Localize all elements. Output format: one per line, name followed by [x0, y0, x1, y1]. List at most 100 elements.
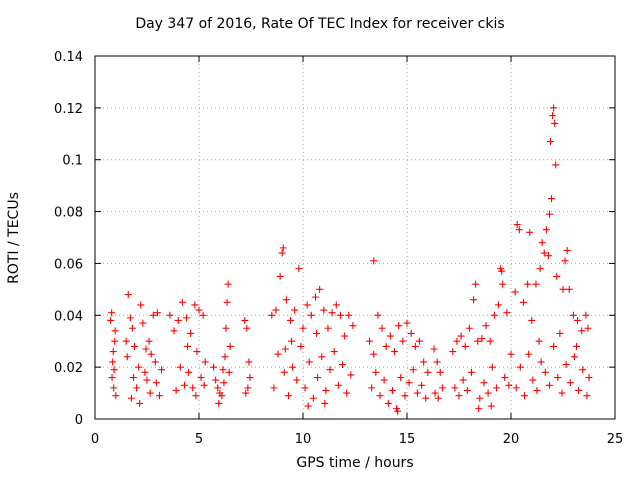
data-point — [343, 389, 351, 397]
data-point — [279, 244, 287, 252]
data-point — [370, 257, 378, 265]
data-point — [370, 350, 378, 358]
data-point — [280, 368, 288, 376]
data-point — [149, 311, 157, 319]
data-point — [184, 342, 192, 350]
y-tick-label: 0.02 — [54, 361, 83, 376]
data-point — [561, 257, 569, 265]
data-point — [515, 226, 523, 234]
data-point — [566, 379, 574, 387]
data-point — [556, 329, 564, 337]
data-point — [420, 358, 428, 366]
data-point — [368, 384, 376, 392]
data-point — [284, 392, 292, 400]
data-point — [465, 324, 473, 332]
data-point — [330, 348, 338, 356]
data-point — [314, 374, 322, 382]
data-point — [301, 384, 309, 392]
data-point — [326, 366, 334, 374]
data-point — [223, 298, 231, 306]
data-point — [282, 296, 290, 304]
data-point — [339, 361, 347, 369]
data-point — [111, 327, 119, 335]
data-point — [210, 363, 218, 371]
data-point — [542, 226, 550, 234]
data-point — [124, 291, 132, 299]
data-point — [374, 311, 382, 319]
data-point — [403, 319, 411, 327]
data-point — [347, 371, 355, 379]
data-point — [268, 311, 276, 319]
data-point — [349, 322, 357, 330]
data-point — [316, 285, 324, 293]
data-point — [547, 138, 555, 146]
data-point — [172, 386, 180, 394]
data-point — [341, 332, 349, 340]
data-point — [193, 348, 201, 356]
data-point — [135, 363, 143, 371]
data-point — [336, 311, 344, 319]
data-point — [309, 394, 317, 402]
data-point — [183, 314, 191, 322]
data-point — [295, 265, 303, 273]
data-point — [422, 394, 430, 402]
data-point — [321, 399, 329, 407]
data-point — [246, 374, 254, 382]
data-point — [139, 319, 147, 327]
data-point — [540, 249, 548, 257]
data-point — [109, 348, 117, 356]
data-point — [376, 392, 384, 400]
data-point — [585, 374, 593, 382]
data-point — [311, 293, 319, 301]
data-point — [413, 389, 421, 397]
data-point — [178, 298, 186, 306]
data-point — [380, 376, 388, 384]
data-point — [582, 311, 590, 319]
data-point — [170, 327, 178, 335]
x-tick-label: 15 — [399, 432, 416, 447]
data-point — [110, 366, 118, 374]
data-point — [498, 267, 506, 275]
data-point — [152, 379, 160, 387]
data-point — [524, 280, 532, 288]
data-point — [584, 324, 592, 332]
data-point — [405, 379, 413, 387]
data-point — [386, 332, 394, 340]
data-point — [513, 221, 521, 229]
data-point — [143, 376, 151, 384]
data-point — [436, 368, 444, 376]
data-point — [122, 337, 130, 345]
data-point — [291, 306, 299, 314]
data-point — [461, 342, 469, 350]
data-point — [484, 389, 492, 397]
data-point — [214, 384, 222, 392]
data-point — [366, 337, 374, 345]
data-point — [525, 350, 533, 358]
data-point — [320, 306, 328, 314]
data-point — [570, 353, 578, 361]
data-point — [495, 301, 503, 309]
data-point — [281, 345, 289, 353]
data-point — [293, 376, 301, 384]
data-point — [324, 324, 332, 332]
data-point — [176, 363, 184, 371]
data-point — [274, 350, 282, 358]
data-point — [136, 399, 144, 407]
data-point — [303, 301, 311, 309]
data-point — [297, 342, 305, 350]
data-point — [544, 252, 552, 260]
data-point — [528, 316, 536, 324]
data-point — [492, 384, 500, 392]
x-tick-label: 20 — [503, 432, 520, 447]
y-tick-label: 0.04 — [54, 309, 83, 324]
data-point — [108, 309, 116, 317]
data-point — [305, 358, 313, 366]
data-point — [459, 376, 467, 384]
data-point — [318, 353, 326, 361]
data-point — [457, 332, 465, 340]
data-point — [147, 350, 155, 358]
data-point — [276, 272, 284, 280]
data-point — [382, 342, 390, 350]
data-point — [463, 386, 471, 394]
